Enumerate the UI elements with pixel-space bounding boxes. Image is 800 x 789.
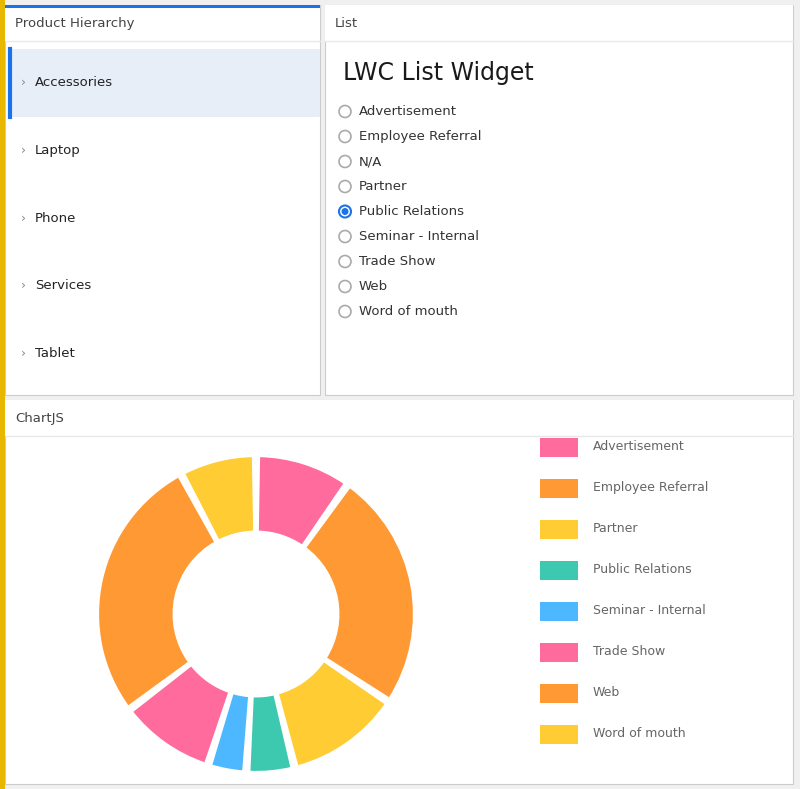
Text: N/A: N/A xyxy=(359,155,382,168)
FancyBboxPatch shape xyxy=(325,5,793,395)
Text: Phone: Phone xyxy=(35,211,76,225)
Text: Partner: Partner xyxy=(593,522,638,535)
Circle shape xyxy=(339,155,351,167)
Text: ›: › xyxy=(21,77,26,89)
Text: Trade Show: Trade Show xyxy=(593,645,665,658)
Circle shape xyxy=(339,205,351,218)
FancyBboxPatch shape xyxy=(540,725,578,744)
FancyBboxPatch shape xyxy=(5,400,793,436)
Text: Public Relations: Public Relations xyxy=(593,563,691,576)
Text: ›: › xyxy=(21,279,26,292)
FancyBboxPatch shape xyxy=(540,479,578,498)
Circle shape xyxy=(339,281,351,293)
Text: Trade Show: Trade Show xyxy=(359,255,436,268)
Text: ›: › xyxy=(21,211,26,225)
FancyBboxPatch shape xyxy=(540,643,578,662)
FancyBboxPatch shape xyxy=(540,561,578,580)
Text: Seminar - Internal: Seminar - Internal xyxy=(593,604,706,617)
Text: Partner: Partner xyxy=(359,180,407,193)
Circle shape xyxy=(342,208,349,215)
FancyBboxPatch shape xyxy=(540,602,578,621)
Text: List: List xyxy=(335,17,358,29)
Wedge shape xyxy=(249,694,292,772)
Wedge shape xyxy=(278,660,386,767)
Text: Laptop: Laptop xyxy=(35,144,81,157)
Text: Product Hierarchy: Product Hierarchy xyxy=(15,17,134,29)
Wedge shape xyxy=(210,693,250,772)
Wedge shape xyxy=(98,476,216,707)
FancyBboxPatch shape xyxy=(540,438,578,457)
Text: Public Relations: Public Relations xyxy=(359,205,464,218)
Circle shape xyxy=(339,130,351,143)
Text: Seminar - Internal: Seminar - Internal xyxy=(359,230,479,243)
FancyBboxPatch shape xyxy=(5,400,793,784)
Wedge shape xyxy=(258,456,345,546)
Text: Web: Web xyxy=(359,280,388,293)
Wedge shape xyxy=(183,456,254,541)
Text: ChartJS: ChartJS xyxy=(15,412,64,424)
Text: Employee Referral: Employee Referral xyxy=(359,130,482,143)
Circle shape xyxy=(339,106,351,118)
FancyBboxPatch shape xyxy=(5,5,320,8)
Text: LWC List Widget: LWC List Widget xyxy=(343,61,534,85)
FancyBboxPatch shape xyxy=(5,5,320,395)
Text: Accessories: Accessories xyxy=(35,77,113,89)
Text: Advertisement: Advertisement xyxy=(359,105,457,118)
Text: ›: › xyxy=(21,144,26,157)
Text: Employee Referral: Employee Referral xyxy=(593,481,708,494)
Circle shape xyxy=(339,230,351,242)
Text: ›: › xyxy=(21,346,26,360)
FancyBboxPatch shape xyxy=(5,5,320,41)
Text: Advertisement: Advertisement xyxy=(593,440,685,453)
FancyBboxPatch shape xyxy=(0,0,5,789)
Wedge shape xyxy=(305,487,414,699)
Text: Services: Services xyxy=(35,279,91,292)
Text: Word of mouth: Word of mouth xyxy=(593,727,686,740)
Circle shape xyxy=(339,256,351,267)
FancyBboxPatch shape xyxy=(325,5,793,41)
Text: Tablet: Tablet xyxy=(35,346,74,360)
FancyBboxPatch shape xyxy=(540,684,578,703)
Circle shape xyxy=(339,181,351,193)
Text: Word of mouth: Word of mouth xyxy=(359,305,458,318)
Wedge shape xyxy=(131,664,230,764)
Circle shape xyxy=(339,305,351,317)
FancyBboxPatch shape xyxy=(540,520,578,539)
FancyBboxPatch shape xyxy=(10,49,320,117)
Text: Web: Web xyxy=(593,686,620,699)
